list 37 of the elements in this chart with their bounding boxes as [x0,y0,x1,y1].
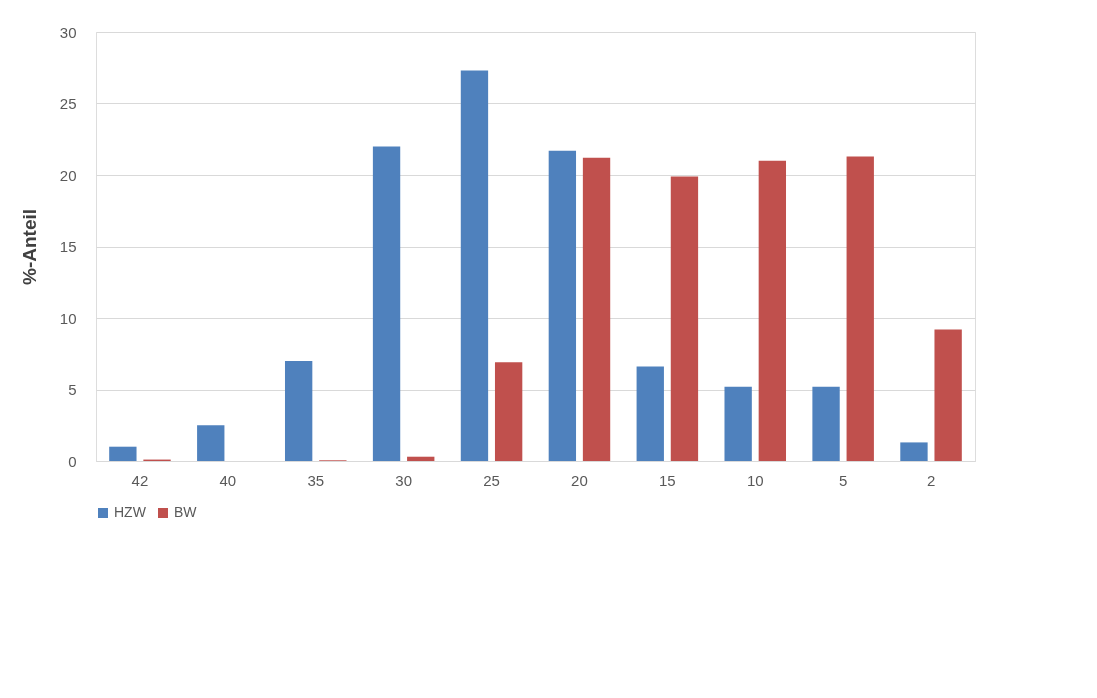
y-tick-label: 15 [59,238,77,255]
bar [109,446,137,461]
x-tick-label: 5 [838,471,848,489]
legend-label: HZW [114,504,147,520]
y-axis-title: %-Anteil [18,209,40,285]
x-tick-label: 35 [307,471,325,489]
bar [724,386,752,461]
bar [460,70,489,461]
bar [812,386,840,461]
x-tick-label: 40 [219,471,237,489]
bar [636,366,664,461]
bar [670,176,699,461]
y-tick-label: 30 [59,23,77,41]
bar [548,150,577,461]
bar [758,160,787,461]
y-tick-label: 25 [59,95,77,112]
x-tick-label: 20 [571,471,588,489]
y-tick-label: 20 [59,166,77,184]
y-tick-label: 10 [59,309,77,327]
x-tick-label: 15 [659,471,676,489]
bar [284,360,313,461]
bar [582,157,611,461]
bar [407,456,435,461]
x-tick-label: 42 [131,471,149,489]
bar [934,329,962,461]
bar [900,442,928,461]
bar [494,362,523,461]
x-tick-label: 30 [395,471,412,489]
bar [846,156,874,461]
x-tick-label: 25 [483,471,500,489]
x-tick-label: 10 [746,471,764,489]
bar [372,146,401,461]
legend-label: BW [174,504,198,520]
y-tick-label: 5 [68,381,77,398]
x-tick-label: 2 [926,471,936,489]
bar [197,425,225,461]
y-tick-label: 0 [68,452,77,470]
